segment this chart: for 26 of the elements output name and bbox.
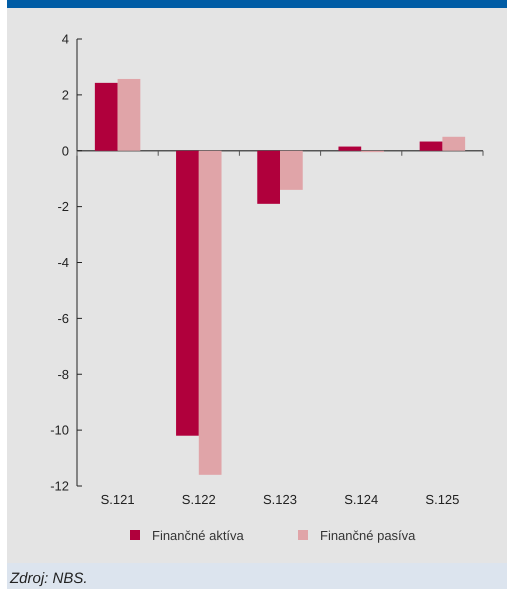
y-tick-label: -12	[50, 478, 69, 494]
bar	[338, 146, 362, 151]
x-tick-label: S.121	[100, 492, 135, 507]
legend-label: Finančné pasíva	[320, 528, 416, 543]
text: Zdroj: NBS.	[9, 570, 88, 587]
bar	[94, 82, 118, 151]
y-tick-label: 4	[62, 32, 69, 47]
legend-label: Finančné aktíva	[152, 528, 245, 543]
bar	[442, 136, 466, 151]
y-tick-label: -2	[57, 199, 69, 214]
y-tick-label: 0	[62, 143, 69, 158]
bar	[198, 150, 222, 475]
bar	[257, 150, 280, 204]
x-tick-label: S.122	[182, 492, 216, 507]
x-tick-label: S.123	[263, 492, 297, 507]
bar	[420, 142, 442, 151]
y-tick-label: -6	[57, 310, 69, 326]
bar	[280, 150, 303, 190]
x-tick-label: S.125	[425, 492, 460, 507]
y-tick-label: -8	[57, 366, 69, 382]
y-tick-label: 2	[62, 87, 69, 102]
bar	[118, 78, 140, 151]
y-tick-label: -4	[57, 255, 69, 270]
bar	[176, 150, 199, 436]
x-tick-label: S.124	[344, 492, 378, 507]
y-tick-label: -10	[50, 422, 69, 438]
